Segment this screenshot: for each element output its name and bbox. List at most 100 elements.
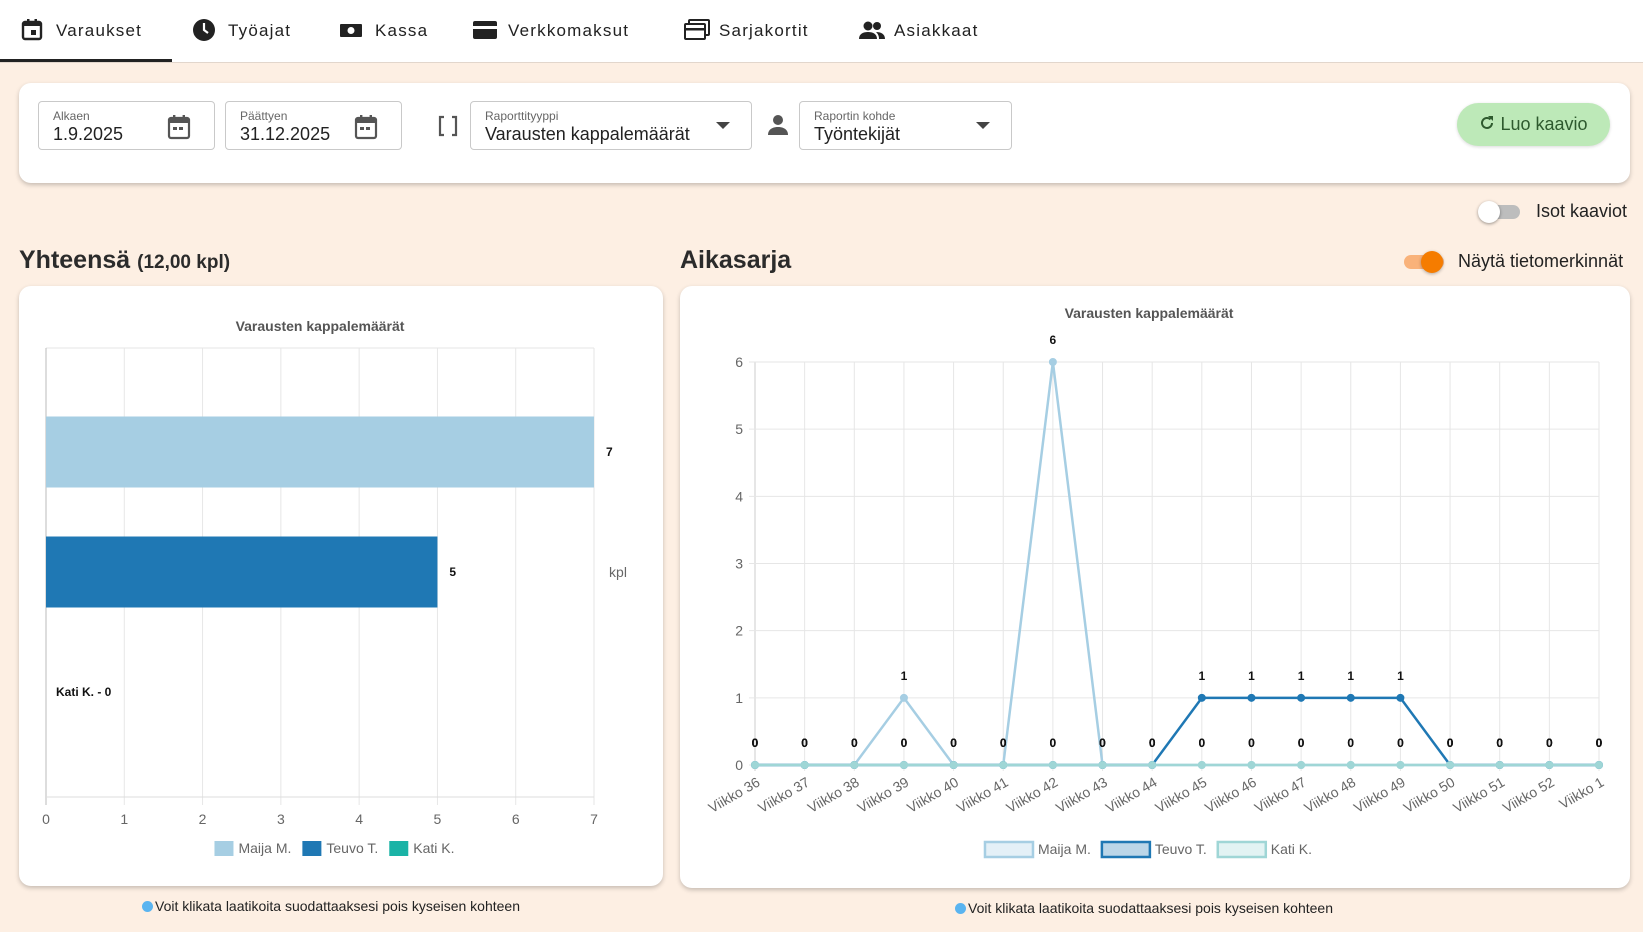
nav-tab[interactable]: Työajat <box>193 19 292 43</box>
point <box>751 761 759 769</box>
point <box>1048 358 1057 366</box>
data-label: 0 <box>1546 736 1553 750</box>
legend-swatch <box>1100 840 1152 859</box>
tab-label: Työajat <box>228 21 292 40</box>
data-label: 0 <box>1000 736 1007 750</box>
series-line <box>755 696 1599 767</box>
data-label: 0 <box>1596 736 1603 750</box>
data-label: 0 <box>801 736 808 750</box>
nav-tab[interactable]: Kassa <box>340 19 428 43</box>
value-label: Kati K. - 0 <box>56 685 112 699</box>
point <box>1247 761 1256 769</box>
x-tick-label: Viikko 49 <box>1351 774 1408 816</box>
clock-icon <box>193 19 215 41</box>
field-label: Raporttityyppi <box>485 109 559 123</box>
data-label: 1 <box>1198 669 1205 683</box>
people-icon <box>859 21 885 39</box>
total-text: (12,00 kpl) <box>137 252 231 273</box>
data-label: 0 <box>901 736 908 750</box>
x-tick-label: Viikko 47 <box>1252 774 1309 816</box>
point <box>1148 761 1157 769</box>
range-icon[interactable] <box>437 115 459 137</box>
chart-title: Varausten kappalemäärät <box>236 318 405 334</box>
info-dot <box>955 903 966 914</box>
x-tick-label: Viikko 36 <box>706 774 763 816</box>
data-label: 0 <box>1298 736 1305 750</box>
calendar-icon <box>167 115 191 140</box>
chart-title: Varausten kappalemäärät <box>1065 305 1234 321</box>
y-tick-label: 1 <box>735 690 743 706</box>
x-tick-label: Viikko 38 <box>805 774 862 816</box>
data-label: 0 <box>950 736 957 750</box>
x-tick-label: Viikko 45 <box>1152 774 1209 816</box>
data-label: 0 <box>1248 736 1255 750</box>
bar <box>46 416 594 488</box>
point <box>1197 761 1206 769</box>
x-tick-label: Viikko 43 <box>1053 774 1110 816</box>
create-chart-button[interactable]: Luo kaavio <box>1457 103 1610 146</box>
field-value: Varausten kappalemäärät <box>485 124 690 144</box>
data-label: 0 <box>1347 736 1354 750</box>
cash-icon <box>340 24 362 37</box>
x-tick-label: Viikko 39 <box>854 774 911 816</box>
x-tick-label: Viikko 42 <box>1003 774 1060 816</box>
end-date-field[interactable]: Päättyen 31.12.2025 <box>225 101 402 150</box>
data-label: 0 <box>901 736 908 750</box>
data-label: 0 <box>1149 736 1156 750</box>
data-label: 0 <box>1248 736 1255 750</box>
nav-tab[interactable]: Verkkomaksut <box>473 19 629 43</box>
data-label: 0 <box>801 736 808 750</box>
x-tick-label: Viikko 52 <box>1500 774 1557 816</box>
point <box>1247 693 1256 702</box>
data-label: 0 <box>1099 736 1106 750</box>
data-label: 0 <box>1149 736 1156 750</box>
data-label: 0 <box>950 736 957 750</box>
nav-tab[interactable]: Asiakkaat <box>859 19 979 43</box>
field-value: 1.9.2025 <box>53 124 124 144</box>
field-value: Työntekijät <box>814 124 901 144</box>
point <box>999 761 1008 769</box>
data-label: 1 <box>1298 669 1305 683</box>
y-tick-label: 4 <box>735 488 743 504</box>
data-label: 0 <box>851 736 858 750</box>
toggle-knob <box>1478 201 1500 223</box>
heading-text: Yhteensä <box>19 246 131 274</box>
y-tick-label: 0 <box>735 757 743 773</box>
x-tick-label: Viikko 1 <box>1556 774 1606 812</box>
nav-tab[interactable]: Varaukset <box>21 19 142 43</box>
x-tick-label: 3 <box>277 811 285 827</box>
nav-tab[interactable]: Sarjakortit <box>684 19 809 43</box>
point <box>1098 761 1107 769</box>
nav-bar: Varaukset Työajat Kassa Verkkomaksut Sar… <box>0 0 1643 63</box>
x-tick-label: Viikko 37 <box>755 774 812 816</box>
x-tick-label: Viikko 41 <box>954 774 1011 816</box>
y-tick-label: 5 <box>735 421 743 437</box>
report-type-select[interactable]: Raporttityyppi Varausten kappalemäärät <box>470 101 752 150</box>
data-label: 0 <box>752 736 759 750</box>
data-label: 0 <box>1099 736 1106 750</box>
start-date-field[interactable]: Alkaen 1.9.2025 <box>38 101 215 150</box>
data-label: 0 <box>1447 736 1454 750</box>
legend-swatch <box>983 840 1035 859</box>
legend-label: Maija M. <box>1038 841 1091 857</box>
data-label: 0 <box>1397 736 1404 750</box>
y-tick-label: 2 <box>735 623 743 639</box>
report-target-select[interactable]: Raportin kohde Työntekijät <box>799 101 1012 150</box>
data-label: 0 <box>1496 736 1503 750</box>
point <box>1297 693 1306 702</box>
legend-swatch <box>389 841 409 856</box>
axis-label: kpl <box>609 564 627 580</box>
point <box>1446 761 1455 769</box>
field-value: 31.12.2025 <box>240 124 331 144</box>
data-label: 0 <box>1000 736 1007 750</box>
data-label: 0 <box>1496 736 1503 750</box>
x-tick-label: 4 <box>355 811 363 827</box>
tab-label: Sarjakortit <box>719 21 809 40</box>
y-tick-label: 3 <box>735 556 743 572</box>
toggle-label: Näytä tietomerkinnät <box>1458 251 1624 271</box>
active-tab-indicator <box>0 59 172 62</box>
data-label: 0 <box>1050 736 1057 750</box>
timeseries-heading: Aikasarja <box>680 246 792 274</box>
data-label: 0 <box>752 736 759 750</box>
